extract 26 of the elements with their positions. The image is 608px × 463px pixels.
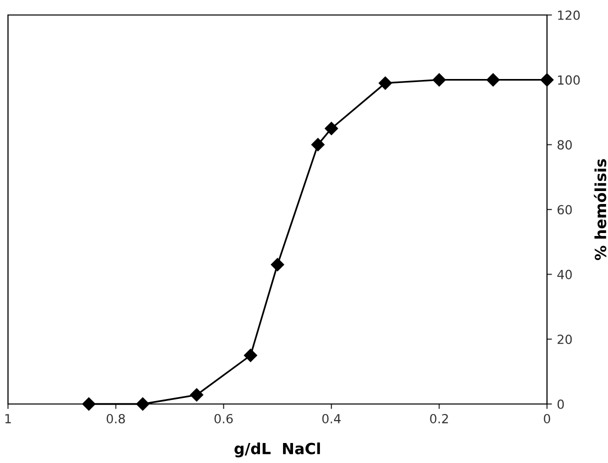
point	[311, 138, 325, 152]
point	[244, 348, 258, 362]
x-tick-label: 0.4	[322, 414, 341, 424]
point	[378, 76, 392, 90]
point	[136, 397, 150, 411]
y-tick-label: 0	[558, 399, 564, 409]
point	[324, 122, 338, 136]
y-tick-label: 120	[558, 10, 580, 20]
y-tick-label: 40	[557, 270, 572, 280]
y-axis-title: % hemólisis	[594, 159, 606, 260]
x-tick-label: 0	[544, 414, 550, 424]
y-tick-label: 100	[558, 75, 580, 85]
point	[270, 258, 284, 272]
point	[540, 73, 554, 86]
point	[432, 73, 446, 86]
x-axis-title: g/dL NaCl	[234, 442, 320, 458]
x-tick-label: 0.2	[430, 414, 448, 424]
x-tick-label: 0.8	[106, 414, 125, 424]
point	[486, 73, 500, 86]
y-tick-label: 60	[558, 204, 572, 214]
point	[82, 397, 96, 411]
x-tick-label: 1	[5, 414, 11, 424]
y-tick-label: 20	[558, 334, 572, 344]
x-tick-label: 0.6	[214, 414, 233, 424]
point	[190, 388, 204, 402]
y-tick-label: 80	[558, 140, 572, 150]
